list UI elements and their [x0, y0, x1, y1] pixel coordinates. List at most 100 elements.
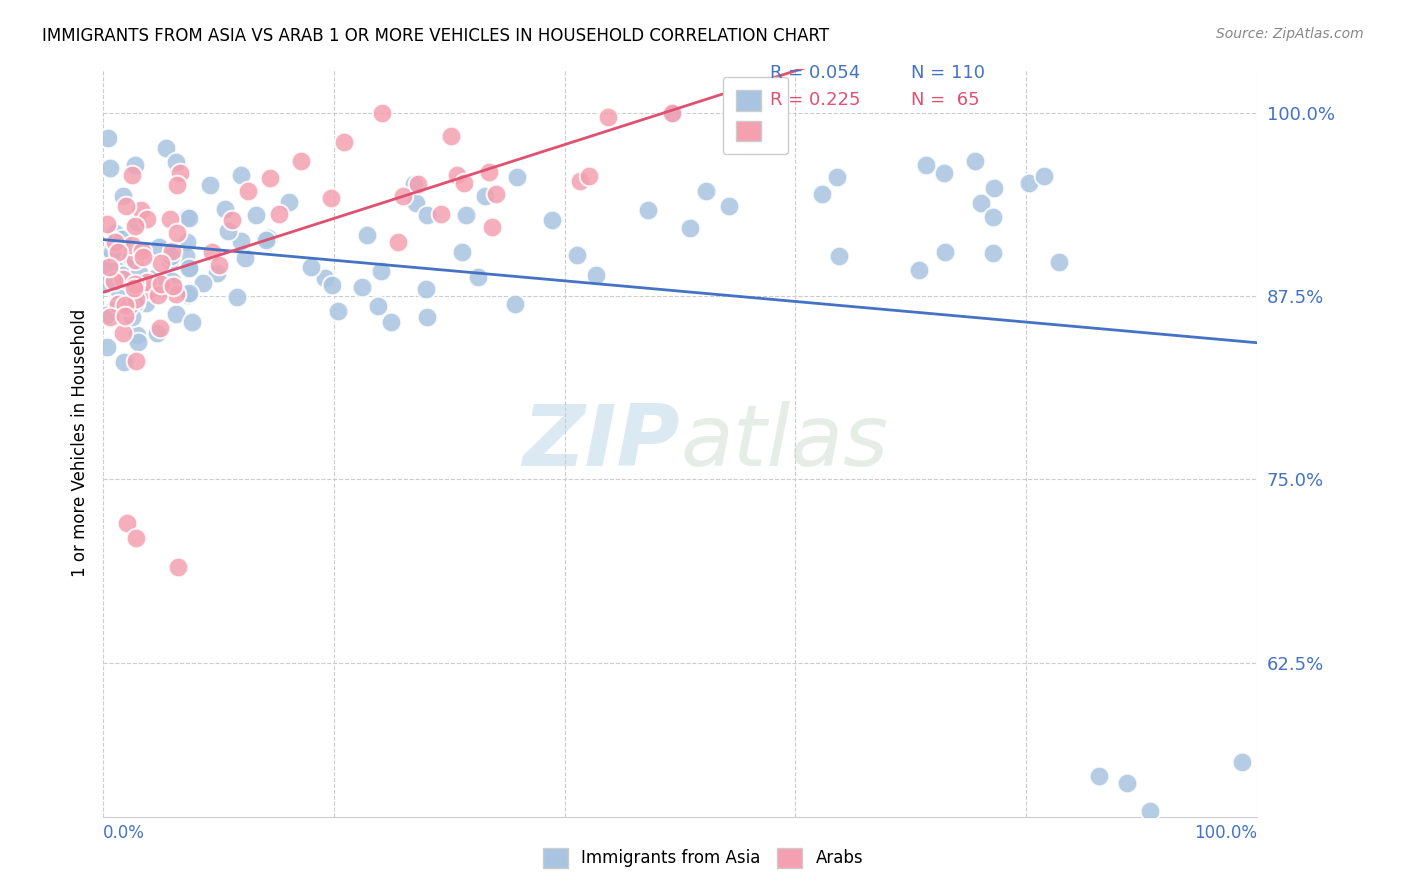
Point	[96, 130, 118, 145]
Point	[970, 196, 993, 211]
Point	[679, 220, 702, 235]
Point	[229, 169, 252, 183]
Point	[159, 254, 181, 268]
Point	[98, 161, 121, 176]
Point	[405, 195, 427, 210]
Point	[637, 202, 659, 217]
Point	[107, 284, 129, 298]
Point	[148, 321, 170, 335]
Point	[299, 260, 322, 274]
Point	[254, 234, 277, 248]
Point	[585, 268, 607, 282]
Point	[150, 255, 173, 269]
Point	[124, 296, 146, 310]
Point	[100, 245, 122, 260]
Point	[565, 248, 588, 262]
Point	[97, 252, 120, 266]
Legend: , : ,	[723, 77, 787, 154]
Point	[98, 259, 121, 273]
Point	[416, 208, 439, 222]
Point	[481, 219, 503, 234]
Point	[149, 277, 172, 292]
Point	[467, 270, 489, 285]
Point	[114, 243, 136, 257]
Point	[1047, 255, 1070, 269]
Point	[233, 252, 256, 266]
Point	[121, 237, 143, 252]
Point	[179, 261, 201, 276]
Point	[578, 169, 600, 184]
Point	[205, 267, 228, 281]
Point	[176, 235, 198, 249]
Point	[111, 272, 134, 286]
Point	[117, 516, 139, 531]
Point	[740, 138, 762, 153]
Point	[387, 235, 409, 249]
Point	[97, 260, 120, 274]
Point	[314, 271, 336, 285]
Point	[167, 560, 190, 574]
Point	[135, 212, 157, 227]
Point	[121, 310, 143, 325]
Point	[440, 128, 463, 143]
Point	[114, 298, 136, 312]
Point	[166, 178, 188, 193]
Point	[485, 186, 508, 201]
Point	[162, 278, 184, 293]
Point	[107, 244, 129, 259]
Point	[105, 235, 128, 250]
Point	[236, 184, 259, 198]
Point	[146, 288, 169, 302]
Point	[145, 326, 167, 340]
Point	[225, 290, 247, 304]
Point	[120, 251, 142, 265]
Point	[112, 326, 135, 341]
Point	[121, 168, 143, 182]
Point	[568, 174, 591, 188]
Point	[125, 531, 148, 545]
Point	[221, 213, 243, 227]
Point	[1115, 776, 1137, 790]
Point	[125, 354, 148, 368]
Point	[370, 264, 392, 278]
Point	[356, 228, 378, 243]
Point	[506, 169, 529, 184]
Point	[245, 208, 267, 222]
Point	[174, 249, 197, 263]
Point	[201, 244, 224, 259]
Point	[198, 178, 221, 193]
Point	[96, 340, 118, 354]
Point	[104, 227, 127, 241]
Point	[404, 178, 426, 192]
Point	[208, 258, 231, 272]
Text: N =  65: N = 65	[911, 91, 980, 109]
Point	[981, 246, 1004, 260]
Point	[267, 207, 290, 221]
Point	[177, 287, 200, 301]
Point	[217, 224, 239, 238]
Text: N = 110: N = 110	[911, 64, 986, 82]
Point	[231, 234, 253, 248]
Point	[159, 211, 181, 226]
Point	[118, 299, 141, 313]
Point	[94, 277, 117, 292]
Point	[415, 283, 437, 297]
Point	[503, 297, 526, 311]
Point	[478, 164, 501, 178]
Point	[135, 296, 157, 310]
Point	[103, 274, 125, 288]
Point	[827, 170, 849, 185]
Point	[1230, 755, 1253, 769]
Point	[125, 214, 148, 228]
Point	[107, 230, 129, 244]
Point	[110, 241, 132, 255]
Point	[915, 158, 938, 172]
Text: R = 0.225: R = 0.225	[770, 91, 860, 109]
Point	[143, 271, 166, 285]
Point	[177, 211, 200, 226]
Point	[474, 189, 496, 203]
Point	[290, 153, 312, 168]
Point	[135, 275, 157, 289]
Point	[332, 135, 354, 149]
Text: 0.0%: 0.0%	[103, 824, 145, 842]
